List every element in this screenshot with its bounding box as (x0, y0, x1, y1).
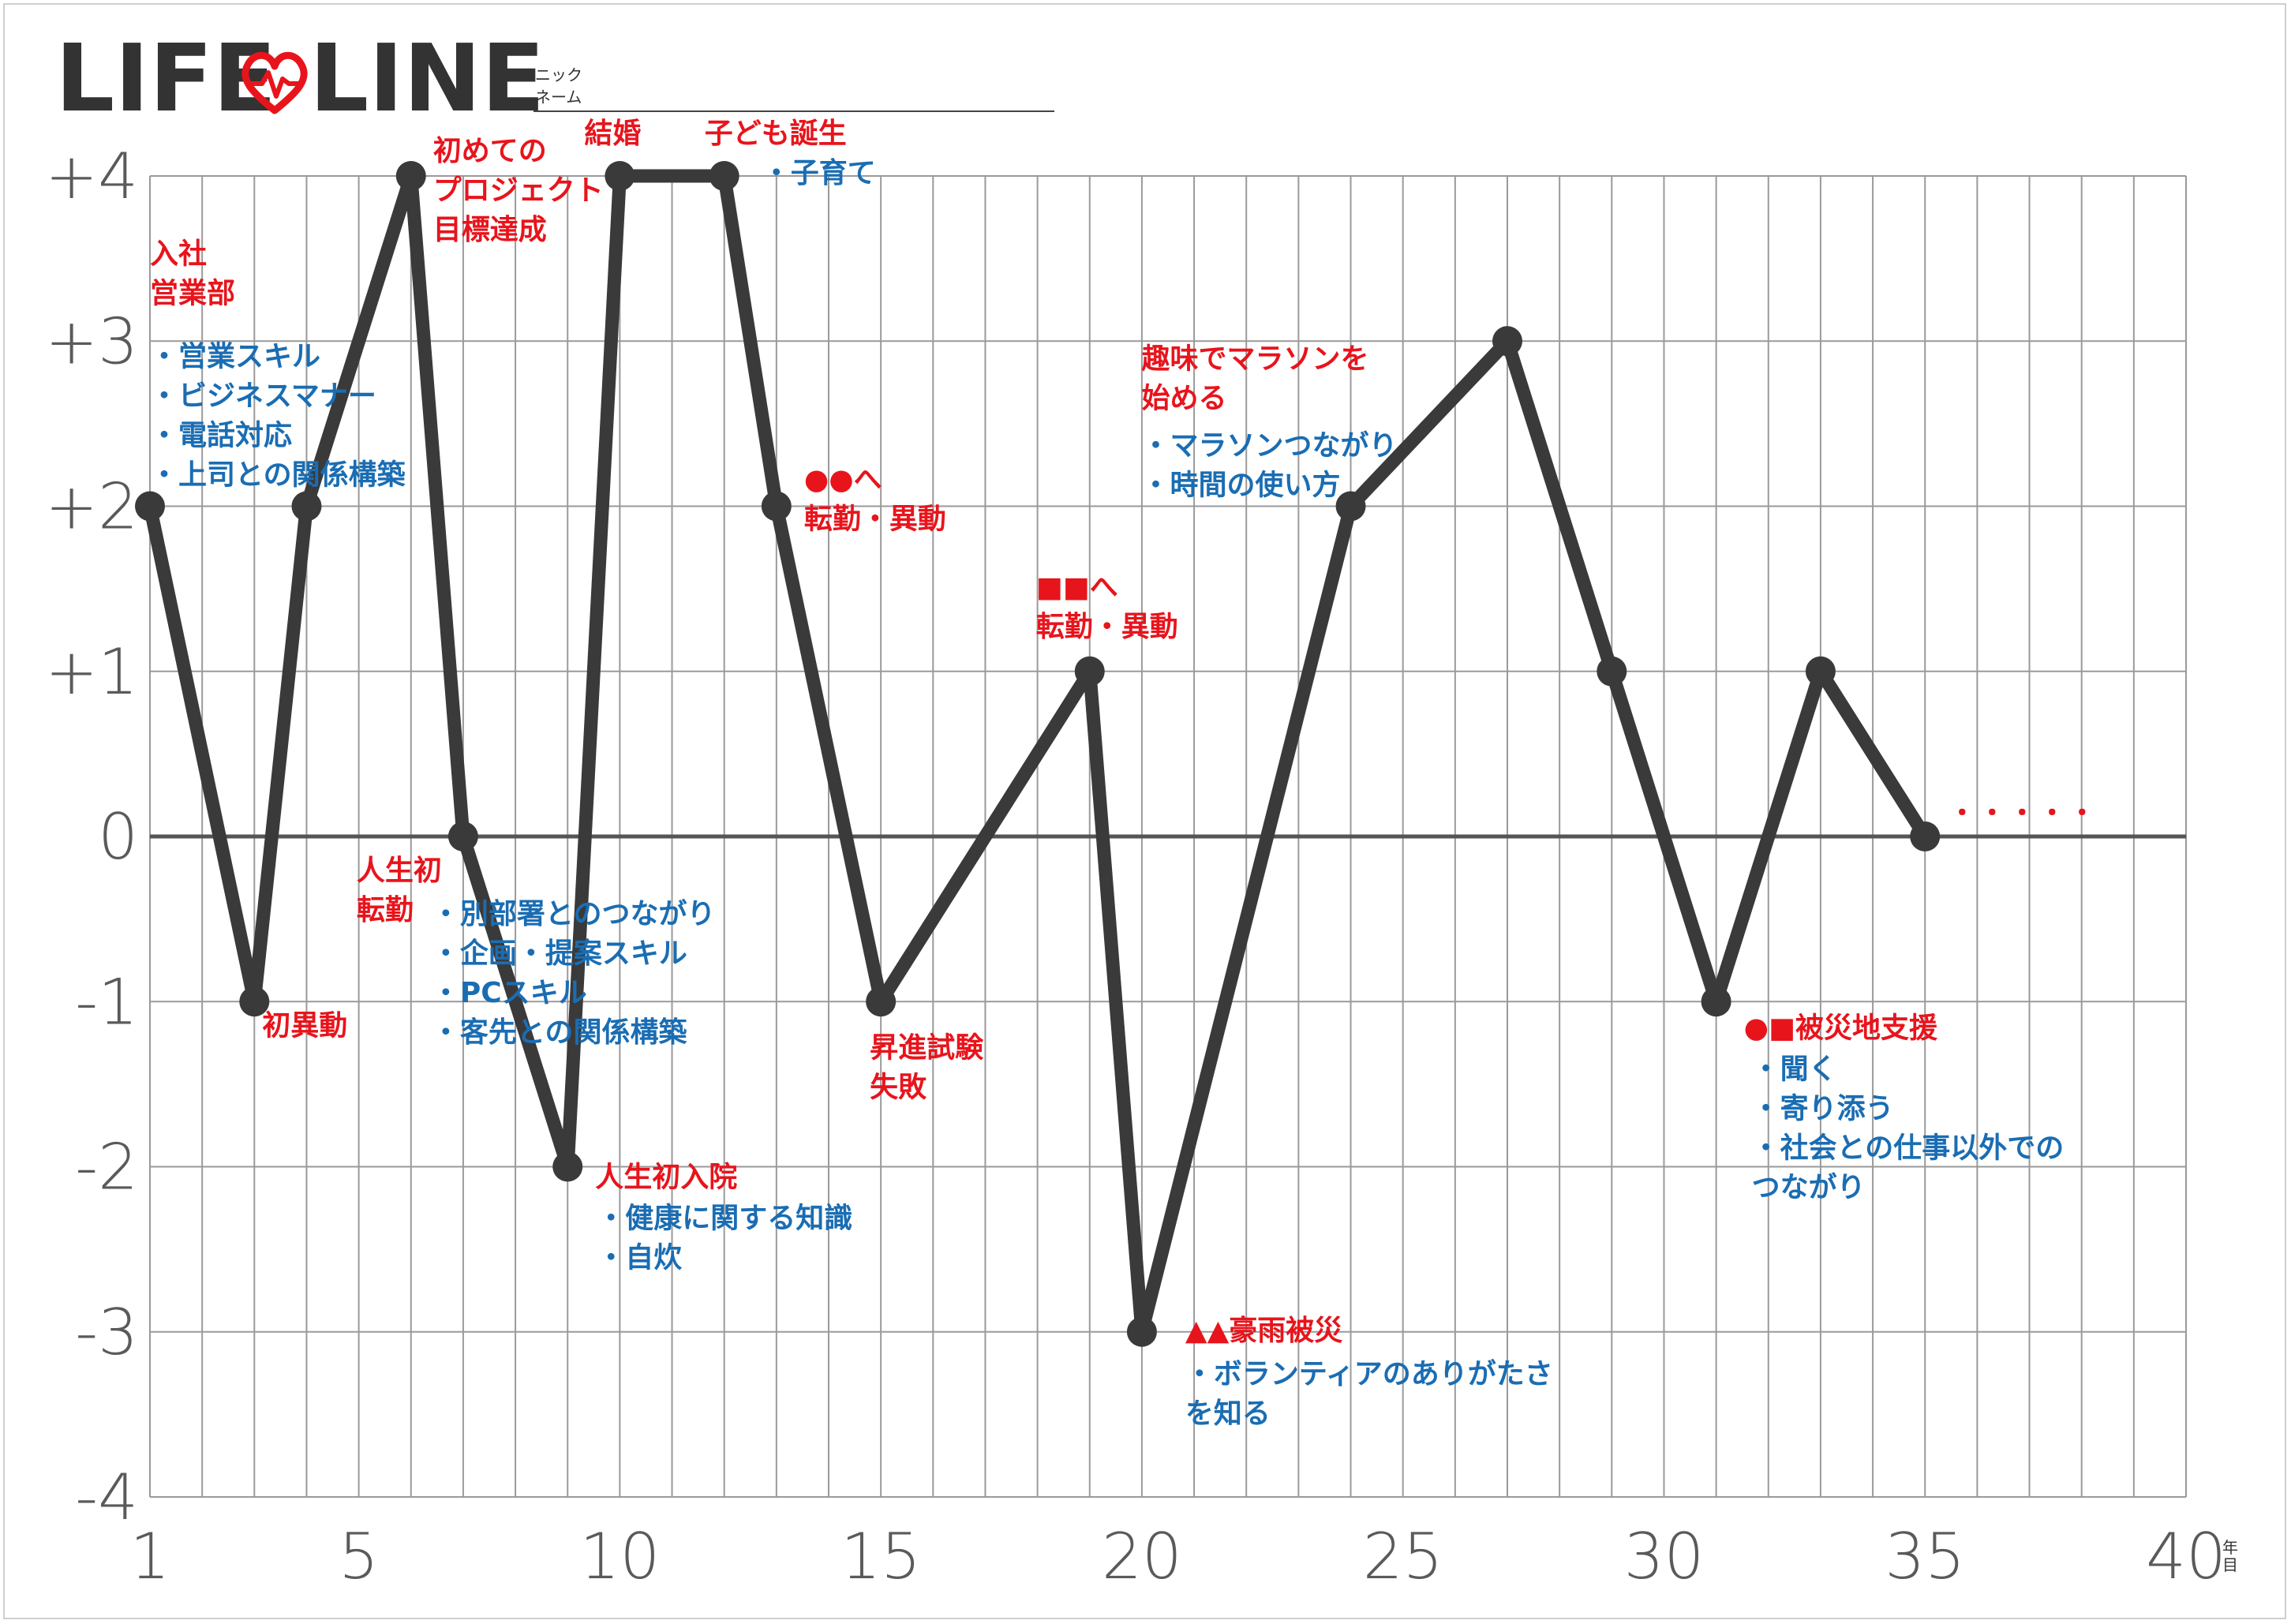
event-label: プロジェクト (433, 174, 604, 207)
event-label: 結婚 (584, 118, 641, 150)
note-label: ・社会との仕事以外での (1752, 1132, 2065, 1164)
x-tick-label: 35 (1885, 1520, 1965, 1593)
data-point (447, 821, 478, 851)
x-tick-label: 15 (840, 1520, 921, 1593)
note-label: を知る (1185, 1398, 1271, 1430)
note-label: ・聞く (1752, 1053, 1837, 1085)
series-line (143, 169, 1932, 1339)
x-tick-label: 30 (1624, 1520, 1705, 1593)
nickname-label-1: ニック (535, 65, 582, 84)
y-tick-label: 0 (98, 800, 138, 874)
event-label: 趣味でマラソンを (1142, 343, 1369, 376)
event-label: 転勤・異動 (1036, 611, 1178, 643)
event-label: 初めての (433, 135, 547, 167)
data-point (761, 491, 792, 522)
data-point (866, 986, 897, 1017)
y-tick-label: +4 (45, 140, 138, 213)
event-label: ■■へ (1036, 571, 1118, 604)
event-label: 昇進試験 (870, 1031, 984, 1064)
event-label: 初異動 (262, 1009, 347, 1042)
note-label: ・電話対応 (150, 420, 292, 452)
annotations: ・・・・・ 入社営業部・営業スキル・ビジネスマナー・電話対応・上司との関係構築初異… (150, 118, 2098, 1430)
y-tick-label: -4 (75, 1461, 138, 1534)
x-tick-label: 20 (1102, 1520, 1182, 1593)
event-label: 転勤 (357, 894, 414, 926)
x-tick-label: 5 (339, 1520, 379, 1593)
event-label: ●■被災地支援 (1744, 1012, 1938, 1044)
note-label: ・時間の使い方 (1142, 470, 1341, 502)
event-label: 失敗 (870, 1071, 927, 1103)
x-tick-label: 1 (130, 1520, 170, 1593)
note-label: ・企画・提案スキル (432, 937, 687, 970)
x-tick-label: 10 (579, 1520, 660, 1593)
data-point (1492, 326, 1522, 357)
data-point (135, 491, 165, 522)
x-tick-label: 25 (1363, 1520, 1443, 1593)
event-label: 始める (1142, 383, 1227, 415)
data-point (709, 161, 739, 191)
data-point (239, 986, 270, 1017)
data-point (291, 491, 322, 522)
x-tick-label: 40 (2146, 1520, 2226, 1593)
title-right: LINE (309, 24, 545, 133)
event-label: 転勤・異動 (804, 503, 946, 536)
note-label: ・PCスキル (432, 977, 587, 1009)
note-label: ・ビジネスマナー (150, 380, 376, 413)
y-tick-label: +3 (45, 305, 138, 378)
y-tick-label: +1 (45, 635, 138, 709)
x-unit-label: 目 (2222, 1555, 2238, 1574)
data-point (1335, 491, 1366, 522)
event-label: 入社 (150, 238, 207, 271)
y-tick-label: -3 (75, 1296, 138, 1369)
note-label: ・自炊 (597, 1242, 682, 1274)
event-label: 営業部 (150, 278, 235, 310)
note-label: ・客先との関係構築 (432, 1016, 688, 1049)
event-label: ●●へ (804, 464, 882, 496)
data-point (1597, 656, 1627, 687)
note-label: ・寄り添う (1752, 1092, 1894, 1124)
data-point (395, 161, 426, 191)
page-frame (3, 3, 2286, 1619)
data-point (1126, 1316, 1157, 1347)
data-point (552, 1151, 583, 1182)
data-point (1805, 656, 1836, 687)
data-point (1910, 821, 1941, 851)
note-label: ・別部署とのつながり (432, 898, 716, 930)
note-label: ・ボランティアのありがたさ (1185, 1358, 1553, 1390)
y-tick-label: -2 (75, 1131, 138, 1204)
note-label: ・マラソンつながり (1142, 430, 1398, 462)
continuation-dots: ・・・・・ (1948, 798, 2098, 829)
y-tick-label: -1 (75, 965, 138, 1038)
event-label: 人生初入院 (595, 1162, 737, 1194)
x-unit-label: 年 (2222, 1538, 2238, 1557)
note-label: つながり (1752, 1171, 1866, 1203)
note-label: ・営業スキル (150, 341, 320, 373)
life-line (143, 169, 1932, 1339)
note-label: ・上司との関係構築 (150, 459, 406, 492)
data-points (135, 161, 1941, 1347)
header: LIFE LINE ニック ネーム (55, 24, 1054, 133)
event-label: 子ども誕生 (705, 118, 847, 150)
event-label: ▲▲豪雨被災 (1185, 1315, 1342, 1347)
data-point (605, 161, 635, 191)
data-point (1074, 656, 1105, 687)
event-label: 目標達成 (433, 214, 547, 246)
title-left: LIFE (55, 24, 276, 133)
data-point (1701, 986, 1731, 1017)
nickname-label-2: ネーム (535, 88, 582, 107)
note-label: ・健康に関する知識 (597, 1202, 852, 1235)
heart-pulse-icon (241, 51, 308, 114)
note-label: ・子育て (762, 157, 876, 189)
event-label: 人生初 (357, 855, 442, 887)
y-tick-label: +2 (45, 470, 138, 544)
